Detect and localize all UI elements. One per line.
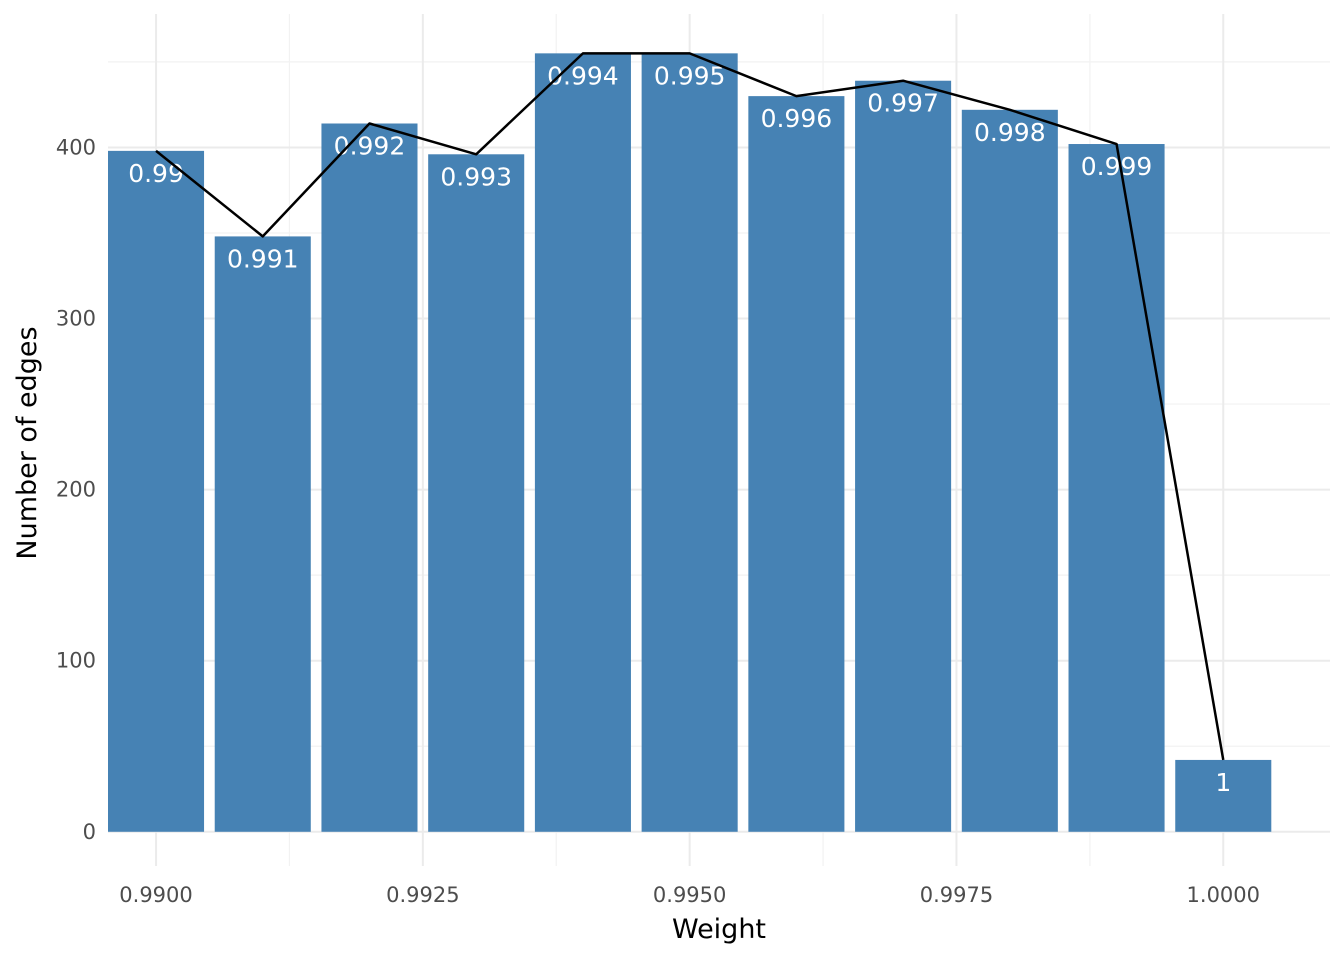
y-tick-label: 300 — [56, 307, 96, 331]
x-tick-label: 0.9900 — [119, 883, 192, 907]
bar — [1068, 144, 1165, 832]
y-axis-title: Number of edges — [12, 326, 43, 559]
bar — [961, 109, 1058, 832]
x-tick-label: 0.9950 — [653, 883, 726, 907]
bar-label: 0.996 — [761, 104, 833, 133]
y-tick-label: 0 — [83, 820, 96, 844]
bar-label: 1 — [1215, 768, 1231, 797]
x-axis-ticks: 0.9900 0.9925 0.9950 0.9975 1.0000 — [119, 883, 1260, 907]
bar-label: 0.991 — [227, 244, 299, 273]
bar — [534, 53, 631, 832]
bars — [108, 53, 1272, 832]
bar — [641, 53, 738, 832]
bar — [855, 80, 952, 832]
series-line — [155, 52, 1225, 761]
bar-label: 0.997 — [867, 89, 939, 118]
bar-label: 0.992 — [334, 131, 406, 160]
x-axis-title: Weight — [672, 914, 766, 945]
bar-label: 0.99 — [128, 159, 184, 188]
y-tick-label: 100 — [56, 649, 96, 673]
x-tick-label: 0.9975 — [920, 883, 993, 907]
bar — [1175, 759, 1272, 832]
bar — [108, 150, 205, 832]
bar-label: 0.993 — [440, 162, 512, 191]
y-tick-label: 200 — [56, 478, 96, 502]
bar-label: 0.995 — [654, 61, 726, 90]
bar-label: 0.998 — [974, 118, 1046, 147]
bar — [214, 236, 311, 832]
y-axis-ticks: 0 100 200 300 400 — [56, 135, 96, 843]
x-tick-label: 1.0000 — [1187, 883, 1260, 907]
trend-line — [155, 52, 1225, 761]
x-tick-label: 0.9925 — [386, 883, 459, 907]
bar — [428, 154, 525, 832]
bar — [321, 123, 418, 832]
y-tick-label: 400 — [56, 135, 96, 159]
bar-label: 0.999 — [1081, 152, 1153, 181]
bar — [748, 96, 845, 832]
